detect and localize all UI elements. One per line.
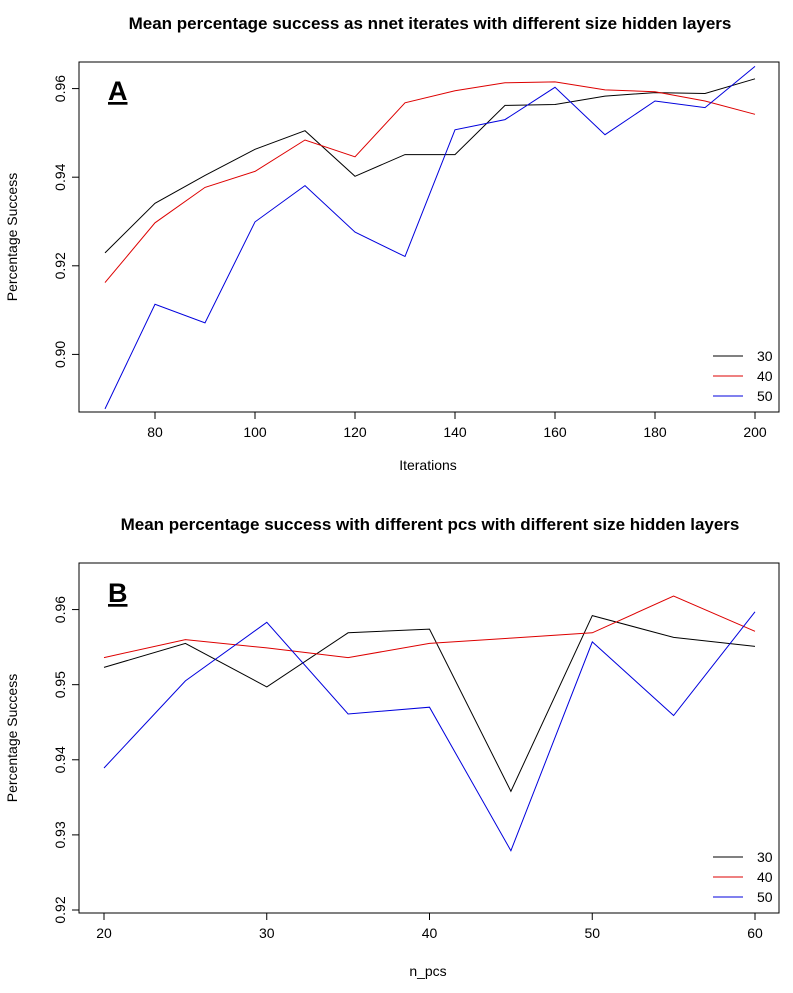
chart-a-plot-frame <box>78 61 780 413</box>
chart-b-series-line-40 <box>103 595 756 659</box>
chart-b-y-tick-label: 0.92 <box>52 896 68 923</box>
chart-b-series-line-50 <box>103 611 756 852</box>
chart-a-panel-label: A <box>108 76 128 106</box>
chart-a-y-axis-label: Percentage Success <box>4 173 20 301</box>
chart-b-y-axis-label: Percentage Success <box>4 674 20 802</box>
chart-a-series-line-40 <box>104 81 756 283</box>
chart-b: Mean percentage success with different p… <box>4 515 780 979</box>
chart-b-panel-label: B <box>108 578 128 608</box>
chart-a-series-line-50 <box>104 66 756 410</box>
chart-b-x-tick-label: 50 <box>584 925 600 941</box>
chart-b-x-tick-label: 40 <box>422 925 438 941</box>
chart-a-x-tick-label: 80 <box>147 424 163 440</box>
chart-b-y-tick-label: 0.95 <box>52 671 68 698</box>
chart-a-legend-label-50: 50 <box>757 388 773 404</box>
chart-b-x-axis-label: n_pcs <box>409 963 446 979</box>
chart-a-series-line-30 <box>104 78 756 254</box>
chart-a-y-tick-label: 0.90 <box>52 341 68 368</box>
chart-b-y-tick-label: 0.96 <box>52 596 68 623</box>
chart-b-x-axis: 20 30 40 50 60 <box>96 913 763 941</box>
chart-b-x-tick-label: 60 <box>747 925 763 941</box>
chart-a-x-tick-label: 200 <box>743 424 767 440</box>
chart-b-y-tick-label: 0.94 <box>52 746 68 773</box>
chart-a-x-tick-label: 140 <box>443 424 467 440</box>
chart-b-title: Mean percentage success with different p… <box>121 515 740 534</box>
chart-a-series-group <box>104 66 756 410</box>
chart-b-y-tick-label: 0.93 <box>52 821 68 848</box>
chart-a-x-tick-label: 160 <box>543 424 567 440</box>
chart-a-x-axis-label: Iterations <box>399 457 457 473</box>
chart-a-legend: 30 40 50 <box>713 348 773 404</box>
chart-a-legend-label-40: 40 <box>757 368 773 384</box>
chart-b-x-tick-label: 30 <box>259 925 275 941</box>
chart-a-legend-label-30: 30 <box>757 348 773 364</box>
chart-b-legend: 30 40 50 <box>713 849 773 905</box>
chart-b-y-axis: 0.92 0.93 0.94 0.95 0.96 <box>52 596 79 924</box>
chart-a-y-tick-label: 0.92 <box>52 252 68 279</box>
chart-a-x-axis: 80 100 120 140 160 180 200 <box>147 412 767 440</box>
chart-a-y-tick-label: 0.96 <box>52 75 68 102</box>
chart-b-legend-label-50: 50 <box>757 889 773 905</box>
chart-a-y-axis: 0.90 0.92 0.94 0.96 <box>52 75 79 368</box>
chart-a-title: Mean percentage success as nnet iterates… <box>129 14 732 33</box>
chart-b-series-line-30 <box>103 615 756 793</box>
chart-b-x-tick-label: 20 <box>96 925 112 941</box>
chart-a-y-tick-label: 0.94 <box>52 163 68 190</box>
chart-b-legend-label-40: 40 <box>757 869 773 885</box>
chart-a-x-tick-label: 120 <box>343 424 367 440</box>
chart-a: Mean percentage success as nnet iterates… <box>4 14 780 473</box>
chart-b-legend-label-30: 30 <box>757 849 773 865</box>
chart-a-x-tick-label: 180 <box>643 424 667 440</box>
chart-b-series-group <box>103 595 756 852</box>
chart-a-x-tick-label: 100 <box>243 424 267 440</box>
